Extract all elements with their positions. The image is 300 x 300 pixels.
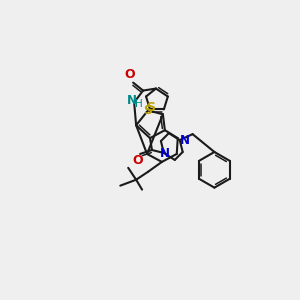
- Text: N: N: [160, 148, 170, 160]
- Text: H: H: [135, 99, 143, 110]
- Text: S: S: [146, 101, 155, 114]
- Text: O: O: [125, 68, 136, 81]
- Text: S: S: [143, 104, 152, 117]
- Text: O: O: [133, 154, 143, 167]
- Text: N: N: [180, 134, 190, 147]
- Text: N: N: [127, 94, 137, 107]
